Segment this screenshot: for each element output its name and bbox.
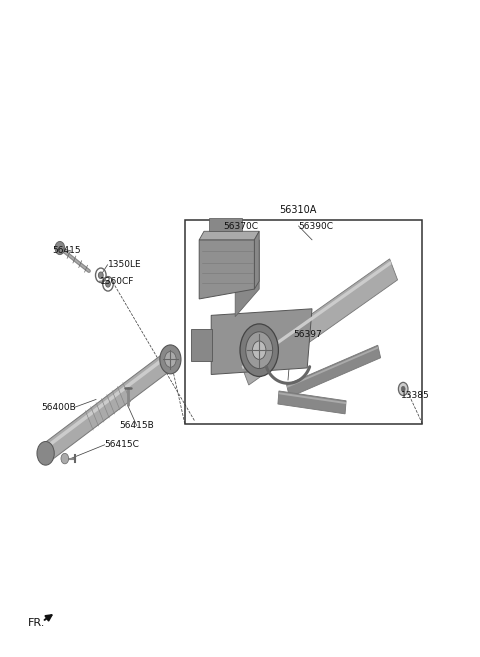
Polygon shape <box>241 261 392 369</box>
Circle shape <box>106 281 110 287</box>
Polygon shape <box>278 391 346 414</box>
Circle shape <box>240 324 278 376</box>
Text: 56415B: 56415B <box>119 421 154 430</box>
Polygon shape <box>199 231 259 240</box>
Circle shape <box>398 382 408 396</box>
Text: 56390C: 56390C <box>299 221 334 231</box>
Text: 1360CF: 1360CF <box>100 277 134 286</box>
Text: 56397: 56397 <box>293 330 322 339</box>
Polygon shape <box>241 259 397 385</box>
Polygon shape <box>211 309 312 374</box>
Bar <box>209 218 242 231</box>
Text: 13385: 13385 <box>401 391 430 400</box>
Circle shape <box>401 386 405 392</box>
Circle shape <box>37 442 54 465</box>
Circle shape <box>61 453 69 464</box>
Polygon shape <box>199 240 254 299</box>
Polygon shape <box>191 328 212 361</box>
Text: 56400B: 56400B <box>41 403 75 412</box>
Circle shape <box>252 341 266 359</box>
Polygon shape <box>254 231 259 289</box>
Polygon shape <box>43 353 169 451</box>
Text: 56310A: 56310A <box>279 206 316 215</box>
Polygon shape <box>42 351 174 462</box>
Circle shape <box>160 345 181 374</box>
Text: FR.: FR. <box>28 618 45 628</box>
Circle shape <box>55 242 65 255</box>
Text: 56415: 56415 <box>52 246 81 256</box>
Circle shape <box>165 351 176 367</box>
Bar <box>185 220 422 424</box>
Polygon shape <box>279 392 346 404</box>
Text: 56370C: 56370C <box>223 221 258 231</box>
Circle shape <box>246 332 273 369</box>
Polygon shape <box>287 346 378 388</box>
Circle shape <box>98 272 103 279</box>
Text: 1350LE: 1350LE <box>108 260 142 269</box>
Text: 56415C: 56415C <box>105 440 140 449</box>
Polygon shape <box>235 240 259 317</box>
Polygon shape <box>287 345 381 397</box>
